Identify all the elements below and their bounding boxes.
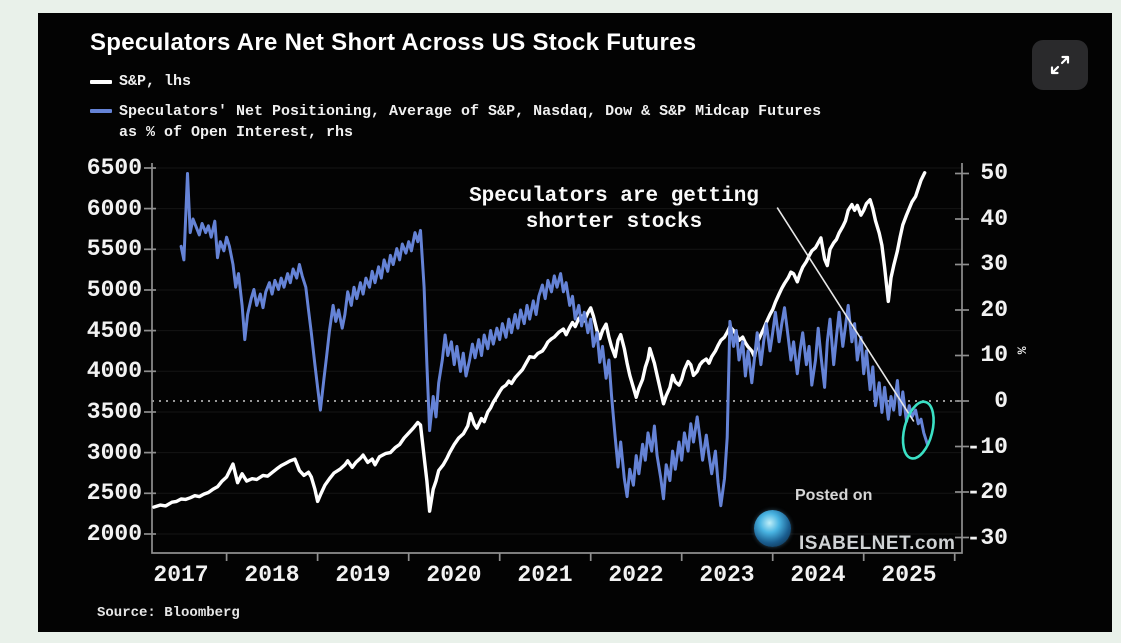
left-axis-tick-label: 2500 <box>86 480 142 506</box>
right-axis-tick-label: -10 <box>966 434 1008 460</box>
right-axis-tick-label: -30 <box>966 525 1008 551</box>
left-axis-tick-label: 6000 <box>86 196 142 222</box>
chart-plot-area <box>144 163 969 561</box>
right-axis-tick-label: 0 <box>994 388 1008 414</box>
left-axis-tick-label: 6500 <box>86 155 142 181</box>
right-axis-tick-label: 50 <box>980 160 1008 186</box>
left-axis-tick-label: 4000 <box>86 358 142 384</box>
expand-arrows-icon <box>1050 55 1070 75</box>
isabelnet-logo-icon <box>754 510 791 547</box>
right-axis-unit-label: % <box>1013 346 1029 355</box>
legend-sp-label: S&P, lhs <box>119 73 192 90</box>
annotation-line2: shorter stocks <box>525 211 703 234</box>
sp-line-swatch-icon <box>90 79 112 84</box>
source-label: Source: Bloomberg <box>97 605 240 621</box>
annotation-line1: Speculators are getting <box>469 185 759 208</box>
positioning-line-swatch-icon <box>90 109 112 113</box>
legend-positioning-label: Speculators' Net Positioning, Average of… <box>119 101 821 143</box>
x-axis-year-label: 2019 <box>335 562 391 588</box>
right-axis-tick-label: 20 <box>980 297 1008 323</box>
x-axis-year-label: 2024 <box>790 562 846 588</box>
x-axis-year-label: 2025 <box>881 562 937 588</box>
left-axis-tick-label: 4500 <box>86 318 142 344</box>
legend-item-sp: S&P, lhs <box>90 73 191 90</box>
legend-positioning-line1: Speculators' Net Positioning, Average of… <box>119 103 822 120</box>
x-axis-year-label: 2023 <box>699 562 755 588</box>
watermark-posted-on: Posted on <box>795 487 873 504</box>
chart-panel: Speculators Are Net Short Across US Stoc… <box>38 13 1112 632</box>
x-axis-year-label: 2017 <box>153 562 209 588</box>
right-axis-tick-label: 10 <box>980 342 1008 368</box>
left-axis-tick-label: 3000 <box>86 440 142 466</box>
left-axis-tick-label: 5500 <box>86 236 142 262</box>
x-axis-year-label: 2021 <box>517 562 573 588</box>
x-axis-year-label: 2022 <box>608 562 664 588</box>
left-axis-tick-label: 3500 <box>86 399 142 425</box>
watermark-site: ISABELNET.com <box>799 533 956 554</box>
x-axis-year-label: 2018 <box>244 562 300 588</box>
left-axis-tick-label: 5000 <box>86 277 142 303</box>
x-axis-year-label: 2020 <box>426 562 482 588</box>
right-axis-tick-label: -20 <box>966 479 1008 505</box>
right-axis-tick-label: 40 <box>980 206 1008 232</box>
chart-title: Speculators Are Net Short Across US Stoc… <box>90 29 697 56</box>
expand-button[interactable] <box>1032 40 1088 90</box>
legend-positioning-line2: as % of Open Interest, rhs <box>119 124 354 141</box>
legend-item-positioning: Speculators' Net Positioning, Average of… <box>90 101 821 143</box>
left-axis-tick-label: 2000 <box>86 521 142 547</box>
right-axis-tick-label: 30 <box>980 251 1008 277</box>
